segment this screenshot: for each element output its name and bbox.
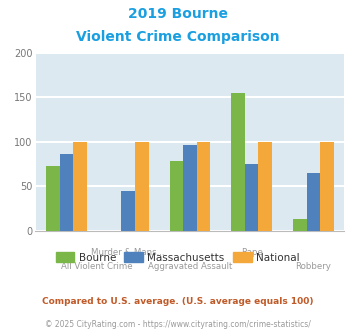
Bar xyxy=(258,142,272,231)
Text: 2019 Bourne: 2019 Bourne xyxy=(127,7,228,20)
Bar xyxy=(245,164,258,231)
Bar xyxy=(170,161,183,231)
Bar xyxy=(231,93,245,231)
Bar xyxy=(135,142,148,231)
Bar xyxy=(307,173,320,231)
Text: Rape: Rape xyxy=(241,248,263,257)
Text: Violent Crime Comparison: Violent Crime Comparison xyxy=(76,30,279,44)
Bar xyxy=(46,166,60,231)
Bar xyxy=(320,142,334,231)
Bar xyxy=(197,142,210,231)
Text: Compared to U.S. average. (U.S. average equals 100): Compared to U.S. average. (U.S. average … xyxy=(42,297,313,306)
Text: Robbery: Robbery xyxy=(295,262,332,271)
Legend: Bourne, Massachusetts, National: Bourne, Massachusetts, National xyxy=(51,248,304,267)
Bar xyxy=(121,191,135,231)
Text: All Violent Crime: All Violent Crime xyxy=(61,262,133,271)
Text: © 2025 CityRating.com - https://www.cityrating.com/crime-statistics/: © 2025 CityRating.com - https://www.city… xyxy=(45,320,310,329)
Text: Murder & Mans...: Murder & Mans... xyxy=(91,248,165,257)
Bar xyxy=(73,142,87,231)
Bar xyxy=(60,154,73,231)
Bar xyxy=(183,146,197,231)
Text: Aggravated Assault: Aggravated Assault xyxy=(148,262,232,271)
Bar xyxy=(293,219,307,231)
